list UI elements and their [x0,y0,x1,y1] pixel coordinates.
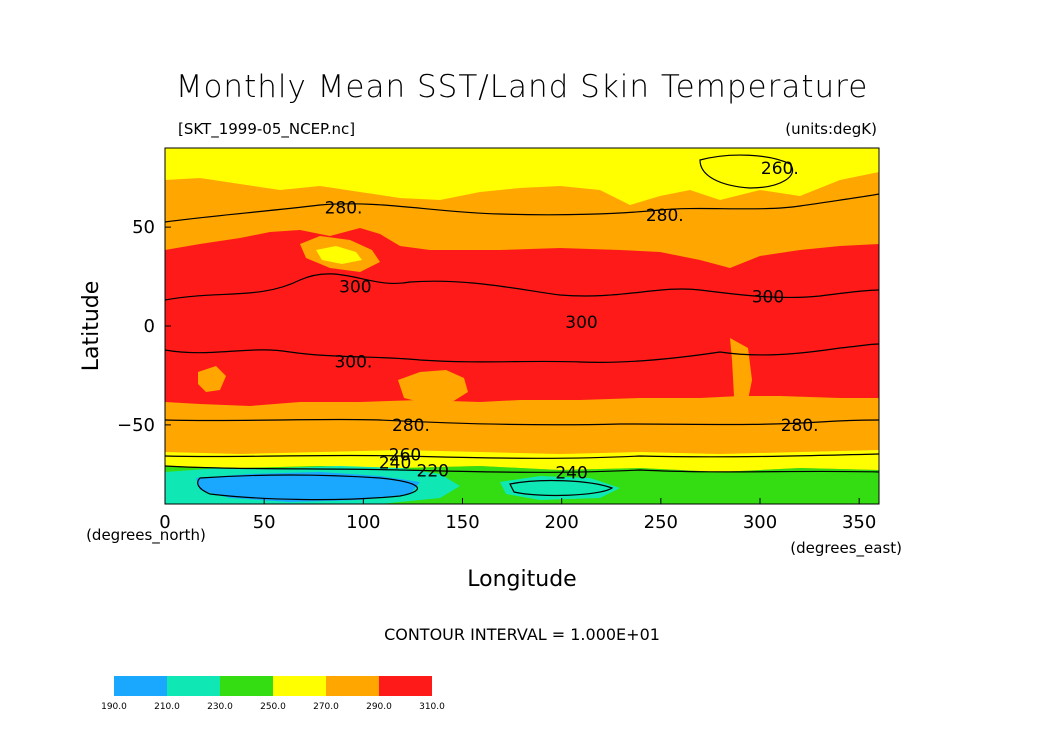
y-tick-label: 0 [144,316,155,337]
antarctic-coldest-core [196,472,420,502]
x-tick-label: 200 [544,512,578,533]
colorbar-segment [379,676,432,696]
x-tick-label: 150 [445,512,479,533]
contour-label: 260 [389,446,421,466]
contour-220-south [197,474,419,501]
x-axis-ticks: 0 50 100 150 200 250 300 350 [159,498,876,533]
tropical-warm-region [165,228,879,406]
units-label: (units:degK) [785,120,877,138]
x-tick-label: 100 [346,512,380,533]
contour-lines [165,154,879,501]
x-axis-units: (degrees_east) [790,539,902,558]
temperature-map [165,148,879,504]
plateau-core [316,246,362,264]
colorbar-level-label: 210.0 [154,702,180,712]
contour-label: 220 [417,461,449,481]
colorbar-level-label: 230.0 [207,702,233,712]
contour-interval-text: CONTOUR INTERVAL = 1.000E+01 [384,625,660,644]
contour-300-north [165,273,879,301]
contour-300-south [165,343,879,363]
y-tick-label: 50 [132,217,155,238]
chart-title: Monthly Mean SST/Land Skin Temperature [176,69,869,105]
y-axis-title: Latitude [79,281,104,372]
x-tick-label: 50 [253,512,276,533]
contour-label: 300 [339,277,371,297]
x-axis-title: Longitude [467,567,576,592]
contour-260-south [165,453,879,459]
x-tick-label: 350 [842,512,876,533]
contour-label: 240 [555,463,587,483]
colorbar-segment [114,676,167,696]
x-tick-label: 250 [644,512,678,533]
colorbar-segment [326,676,379,696]
file-label: [SKT_1999-05_NCEP.nc] [178,120,355,139]
contour-label: 280. [392,416,430,436]
x-tick-label: 0 [159,512,170,533]
contour-label: 260. [761,159,799,179]
colorbar-segment [273,676,326,696]
australia-region [398,370,468,404]
contour-label: 280. [646,206,684,226]
y-tick-label: −50 [117,415,155,436]
y-axis-ticks: 50 0 −50 [117,217,171,436]
colorbar-segment [220,676,273,696]
contour-label: 300 [752,287,784,307]
contour-240-south [165,465,879,473]
x-tick-label: 300 [743,512,777,533]
contour-label: 280. [781,416,819,436]
andes-region [730,338,752,432]
colorbar-level-label: 250.0 [260,702,286,712]
colorbar-level-label: 270.0 [313,702,339,712]
colorbar-level-label: 310.0 [419,702,445,712]
contour-240-west [509,479,614,497]
contour-label: 300 [565,313,597,333]
colorbar-level-label: 290.0 [366,702,392,712]
y-axis-units: (degrees_north) [86,526,206,545]
southern-africa-region [198,366,226,392]
contour-260-arctic [699,154,794,189]
contour-label: 300. [334,353,372,373]
colorbar-segment [167,676,220,696]
contour-label: 280. [325,198,363,218]
contour-280-south [165,418,879,426]
colorbar-level-label: 190.0 [101,702,127,712]
colorbar: 190.0 210.0 230.0 250.0 270.0 290.0 310.0 [101,676,445,712]
contour-280-north [165,193,879,223]
contour-label: 240 [379,453,411,473]
